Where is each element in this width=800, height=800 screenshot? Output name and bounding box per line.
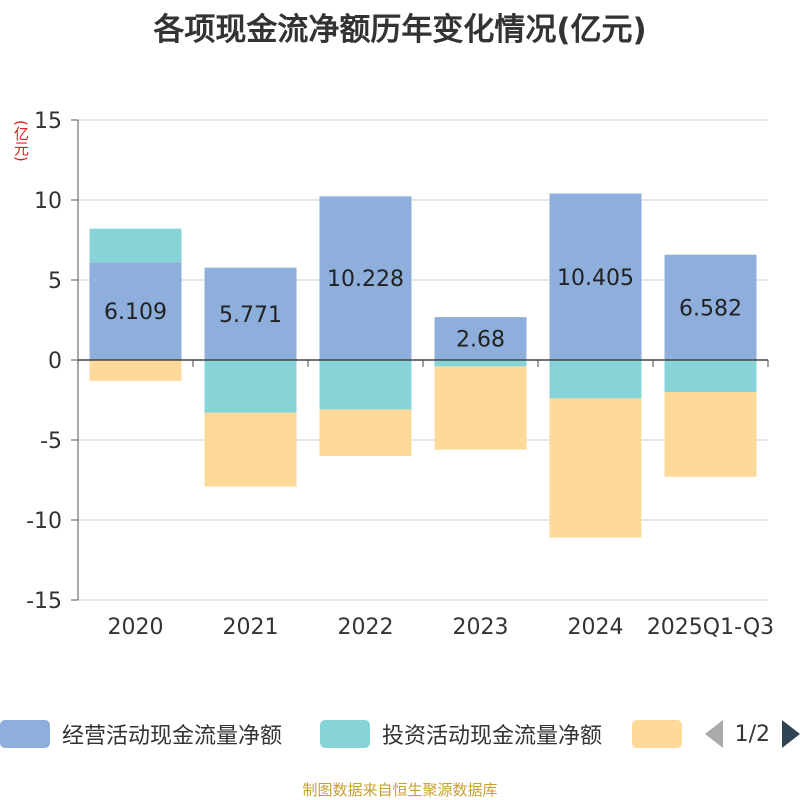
data-label: 5.771 [219, 303, 282, 328]
y-tick-label: 10 [34, 189, 62, 214]
x-tick-label: 2021 [223, 615, 279, 640]
chart-title: 各项现金流净额历年变化情况(亿元) [153, 12, 647, 48]
legend-item-investing[interactable]: 投资活动现金流量净额 [320, 714, 602, 754]
bar-series1-2020 [89, 228, 182, 263]
bar-series0-2020 [89, 262, 182, 360]
y-tick-label: 5 [48, 269, 62, 294]
legend-item-financing[interactable] [632, 714, 682, 754]
x-tick-label: 2020 [108, 615, 164, 640]
legend-swatch-investing [320, 720, 370, 748]
legend-item-operating[interactable]: 经营活动现金流量净额 [0, 714, 282, 754]
stacked-bar-chart: 15 10 5 0 -5 -10 -15 2020 2021 2022 2023 2024 2025Q1… [26, 109, 774, 640]
bar-series2-2022 [319, 409, 412, 456]
bar-series2-2023 [434, 366, 527, 450]
bar-series0-2025Q1-Q3 [664, 254, 757, 360]
legend-page-indicator: 1/2 [734, 721, 770, 747]
legend-label-operating: 经营活动现金流量净额 [62, 724, 283, 749]
data-label: 10.228 [327, 267, 404, 292]
data-label: 6.582 [679, 296, 742, 321]
x-tick-label: 2022 [338, 615, 394, 640]
bar-series2-2020 [89, 360, 182, 381]
data-label: 10.405 [557, 266, 634, 291]
legend-swatch-operating [0, 720, 50, 748]
bar-series1-2021 [204, 360, 297, 413]
data-label: 6.109 [104, 300, 167, 325]
bar-series0-2021 [204, 267, 297, 360]
y-tick-label: -15 [26, 589, 62, 614]
y-tick-label: -10 [26, 509, 62, 534]
legend: 经营活动现金流量净额 投资活动现金流量净额 1/2 [0, 714, 800, 754]
legend-swatch-financing [632, 720, 682, 748]
bar-series1-2025Q1-Q3 [664, 360, 757, 392]
bar-series1-2023 [434, 360, 527, 367]
y-tick-label: 15 [34, 109, 62, 134]
legend-pager: 1/2 [704, 714, 800, 754]
x-tick-label: 2024 [568, 615, 624, 640]
legend-next-page-icon[interactable] [782, 720, 800, 748]
data-label: 2.68 [456, 328, 505, 353]
legend-prev-page-icon[interactable] [704, 720, 723, 748]
bar-series1-2022 [319, 360, 412, 410]
bar-series0-2024 [549, 193, 642, 360]
y-tick-label: -5 [40, 429, 62, 454]
y-axis-unit-label: (亿元) [12, 120, 30, 162]
bar-series2-2021 [204, 412, 297, 487]
bar-series1-2024 [549, 360, 642, 399]
bar-series0-2022 [319, 196, 412, 360]
bar-series2-2025Q1-Q3 [664, 392, 757, 477]
bar-series0-2023 [434, 317, 527, 360]
bar-series2-2024 [549, 398, 642, 538]
x-tick-label: 2023 [453, 615, 509, 640]
data-source-note: 制图数据来自恒生聚源数据库 [302, 781, 498, 799]
x-tick-label: 2025Q1-Q3 [647, 615, 774, 640]
legend-label-investing: 投资活动现金流量净额 [382, 724, 603, 749]
y-tick-label: 0 [48, 349, 62, 374]
